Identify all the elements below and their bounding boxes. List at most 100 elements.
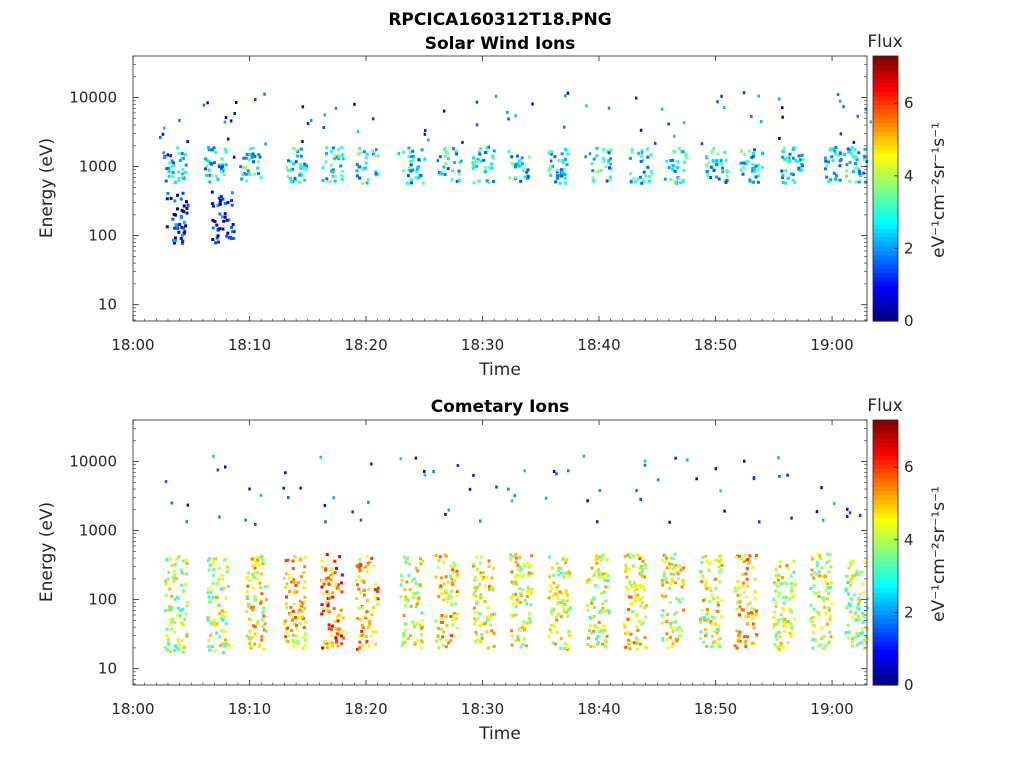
- spectrogram-cell: [781, 173, 785, 177]
- spectrogram-cell: [164, 593, 168, 597]
- spectrogram-cell: [303, 178, 307, 182]
- spectrogram-cell: [702, 616, 706, 619]
- spectrogram-cell: [857, 151, 861, 155]
- spectrogram-cell: [256, 166, 260, 170]
- spectrogram-cell: [786, 156, 789, 160]
- colorbar-segment: [873, 459, 898, 465]
- x-tick-label: 18:20: [344, 336, 387, 354]
- spectrogram-cell: [329, 149, 333, 153]
- spectrogram-cell: [797, 154, 801, 158]
- spectrogram-cell: [185, 634, 189, 638]
- spectrogram-cell: [212, 620, 216, 624]
- spectrogram-cell: [793, 180, 797, 184]
- spectrogram-cell: [839, 132, 843, 136]
- spectrogram-cell: [230, 191, 234, 195]
- spectrogram-cell: [819, 643, 823, 647]
- spectrogram-cell: [285, 582, 289, 586]
- spectrogram-cell: [206, 591, 210, 595]
- spectrogram-cell: [253, 632, 257, 636]
- spectrogram-cell: [290, 629, 294, 632]
- spectrogram-cell: [252, 558, 256, 562]
- spectrogram-cell: [667, 122, 670, 126]
- spectrogram-cell: [551, 593, 555, 597]
- spectrogram-cell: [563, 600, 566, 604]
- spectrogram-cell: [259, 176, 263, 180]
- spectrogram-cell: [492, 644, 496, 648]
- spectrogram-cell: [285, 165, 289, 169]
- colorbar-segment: [873, 131, 898, 137]
- spectrogram-cell: [779, 582, 783, 586]
- spectrogram-cell: [331, 146, 335, 150]
- spectrogram-cell: [863, 158, 867, 161]
- spectrogram-cell: [223, 215, 227, 219]
- x-tick-label: 18:30: [461, 336, 504, 354]
- spectrogram-cell: [587, 636, 591, 640]
- spectrogram-cell: [672, 149, 676, 153]
- spectrogram-cell: [340, 174, 344, 178]
- spectrogram-cell: [561, 159, 565, 163]
- spectrogram-cell: [407, 146, 411, 150]
- spectrogram-cell: [289, 580, 293, 584]
- spectrogram-cell: [417, 596, 421, 600]
- spectrogram-cell: [561, 171, 565, 175]
- spectrogram-cell: [442, 109, 446, 113]
- spectrogram-cell: [222, 219, 226, 223]
- spectrogram-cell: [217, 240, 220, 244]
- colorbar-segment: [873, 139, 898, 145]
- spectrogram-cell: [667, 166, 671, 169]
- spectrogram-cell: [406, 599, 410, 603]
- spectrogram-cell: [661, 581, 665, 585]
- colorbar-segment: [873, 237, 898, 243]
- spectrogram-cell: [774, 600, 778, 604]
- spectrogram-cell: [846, 623, 850, 627]
- colorbar-segment: [873, 263, 898, 269]
- spectrogram-cell: [514, 165, 517, 169]
- spectrogram-cell: [519, 179, 523, 183]
- spectrogram-cell: [339, 608, 343, 612]
- spectrogram-cell: [827, 591, 831, 595]
- spectrogram-cell: [515, 601, 519, 605]
- spectrogram-cell: [447, 594, 451, 597]
- spectrogram-cell: [599, 169, 603, 172]
- spectrogram-cell: [831, 159, 835, 163]
- spectrogram-cell: [706, 617, 710, 621]
- spectrogram-cell: [742, 91, 746, 95]
- spectrogram-cell: [682, 121, 686, 125]
- spectrogram-cell: [593, 645, 596, 649]
- spectrogram-cell: [719, 489, 722, 493]
- spectrogram-cell: [181, 233, 184, 237]
- spectrogram-cell: [801, 158, 805, 162]
- spectrogram-cell: [230, 225, 234, 229]
- colorbar-segment: [873, 561, 898, 567]
- spectrogram-cell: [847, 630, 851, 634]
- spectrogram-cell: [254, 98, 257, 101]
- spectrogram-cell: [180, 208, 184, 212]
- spectrogram-cell: [591, 176, 595, 180]
- spectrogram-cell: [183, 644, 187, 648]
- spectrogram-cell: [165, 558, 169, 562]
- spectrogram-cell: [178, 614, 182, 618]
- spectrogram-cell: [786, 567, 790, 571]
- spectrogram-cell: [775, 637, 779, 641]
- spectrogram-cell: [366, 610, 370, 614]
- spectrogram-cell: [661, 638, 665, 642]
- spectrogram-cell: [745, 577, 749, 581]
- spectrogram-cell: [643, 563, 647, 567]
- spectrogram-cell: [755, 633, 759, 636]
- spectrogram-cell: [811, 638, 815, 642]
- spectrogram-cell: [366, 563, 370, 567]
- spectrogram-cell: [210, 190, 214, 194]
- spectrogram-cell: [262, 628, 266, 632]
- spectrogram-cell: [247, 617, 251, 621]
- spectrogram-cell: [473, 610, 477, 614]
- spectrogram-cell: [705, 559, 709, 563]
- spectrogram-cell: [304, 638, 307, 642]
- spectrogram-cell: [453, 579, 457, 583]
- spectrogram-cell: [751, 169, 754, 173]
- spectrogram-cell: [855, 569, 859, 573]
- spectrogram-cell: [185, 600, 189, 604]
- spectrogram-cell: [451, 582, 455, 586]
- spectrogram-cell: [218, 202, 222, 206]
- spectrogram-cell: [511, 593, 515, 597]
- spectrogram-cell: [519, 565, 523, 569]
